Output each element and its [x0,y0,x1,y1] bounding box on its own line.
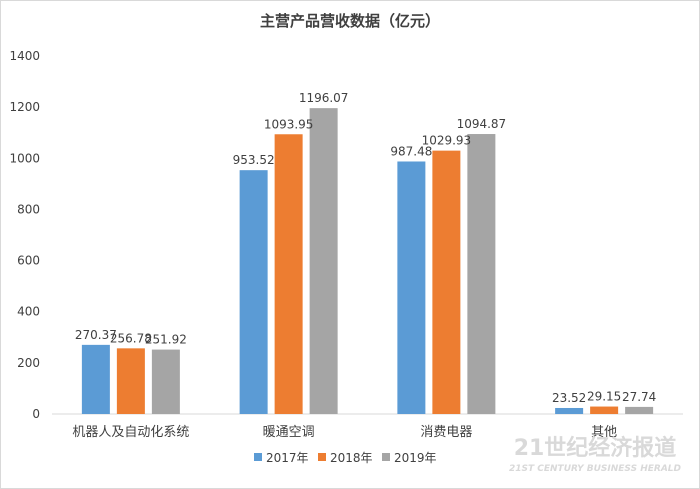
bar [590,406,619,414]
bar [309,108,338,414]
legend-swatch [382,453,390,461]
y-tick-label: 1000 [9,151,40,165]
legend-label: 2018年 [330,451,373,465]
bar [467,134,496,414]
watermark-main: 21世纪经济报道 [514,435,677,461]
chart-title: 主营产品营收数据（亿元） [260,12,440,30]
data-label: 27.74 [622,390,656,404]
data-label: 251.92 [145,333,187,347]
data-label: 270.37 [75,328,117,342]
bar [432,150,461,414]
bar [625,406,654,414]
watermark-sub: 21ST CENTURY BUSINESS HERALD [509,464,682,474]
watermark-logo: 21世纪经济报道 21ST CENTURY BUSINESS HERALD [509,435,682,474]
data-label: 1094.87 [457,117,507,131]
data-label: 256.78 [110,331,152,345]
data-label: 1029.93 [422,134,472,148]
y-tick-label: 1200 [9,100,40,114]
data-label: 953.52 [233,153,275,167]
bar [274,134,303,414]
category-label: 机器人及自动化系统 [72,425,189,440]
legend-swatch [254,453,262,461]
category-labels: 机器人及自动化系统 暖通空调 消费电器 其他 [72,425,617,440]
data-label: 23.52 [552,391,586,405]
data-label: 1093.95 [264,117,314,131]
y-tick-label: 600 [17,254,40,268]
bar [151,349,180,414]
data-label: 29.15 [587,390,621,404]
data-label: 1196.07 [299,91,349,105]
bars [81,108,654,414]
category-label: 消费电器 [420,425,472,440]
y-tick-label: 800 [17,202,40,216]
legend-swatch [318,453,326,461]
y-axis-ticks: 0 200 400 600 800 1000 1200 1400 [9,49,40,421]
y-tick-label: 200 [17,356,40,370]
bar [555,407,584,414]
y-tick-label: 0 [32,407,40,421]
legend-label: 2019年 [394,451,437,465]
y-tick-label: 400 [17,305,40,319]
legend: 2017年 2018年 2019年 [254,451,437,465]
bar [397,161,426,414]
legend-label: 2017年 [266,451,309,465]
data-label: 987.48 [390,144,432,158]
category-label: 其他 [591,425,617,440]
bar [239,170,268,414]
bar [116,348,145,414]
bar [81,344,110,414]
category-label: 暖通空调 [263,425,315,440]
y-tick-label: 1400 [9,49,40,63]
